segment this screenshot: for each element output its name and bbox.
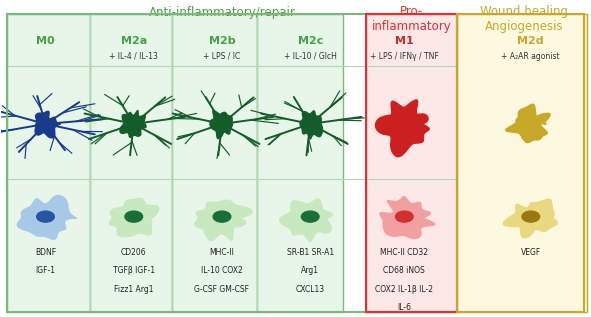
FancyBboxPatch shape xyxy=(90,14,172,313)
Text: CD206: CD206 xyxy=(121,248,147,257)
Text: + LPS / IFNγ / TNF: + LPS / IFNγ / TNF xyxy=(370,52,439,61)
Text: BDNF: BDNF xyxy=(35,248,56,257)
Text: Wound healing
Angiogenesis: Wound healing Angiogenesis xyxy=(480,4,568,33)
Polygon shape xyxy=(505,104,550,143)
Text: Anti-inflammatory/repair: Anti-inflammatory/repair xyxy=(148,6,296,19)
Text: M1: M1 xyxy=(395,36,414,46)
Polygon shape xyxy=(375,100,429,157)
Polygon shape xyxy=(17,196,76,239)
Polygon shape xyxy=(280,199,333,241)
Ellipse shape xyxy=(213,211,231,222)
Ellipse shape xyxy=(301,211,319,222)
Text: M2a: M2a xyxy=(121,36,147,46)
FancyBboxPatch shape xyxy=(7,14,90,313)
Text: M2c: M2c xyxy=(297,36,323,46)
Ellipse shape xyxy=(37,211,54,222)
Text: G-CSF GM-CSF: G-CSF GM-CSF xyxy=(194,284,249,294)
Polygon shape xyxy=(210,110,232,139)
Text: Fizz1 Arg1: Fizz1 Arg1 xyxy=(114,284,154,294)
Text: IL-6: IL-6 xyxy=(397,303,411,312)
Polygon shape xyxy=(504,199,557,238)
Text: IGF-1: IGF-1 xyxy=(35,266,56,275)
Text: + IL-4 / IL-13: + IL-4 / IL-13 xyxy=(109,52,158,61)
FancyBboxPatch shape xyxy=(366,14,457,313)
Polygon shape xyxy=(300,111,323,139)
Text: Pro-
inflammatory: Pro- inflammatory xyxy=(372,4,452,33)
Polygon shape xyxy=(380,197,435,238)
Text: + A₂AR agonist: + A₂AR agonist xyxy=(502,52,560,61)
FancyBboxPatch shape xyxy=(172,14,257,313)
Polygon shape xyxy=(120,111,146,137)
Text: + IL-10 / GlcH: + IL-10 / GlcH xyxy=(284,52,337,61)
Text: + LPS / IC: + LPS / IC xyxy=(203,52,241,61)
Text: IL-10 COX2: IL-10 COX2 xyxy=(201,266,243,275)
Text: CD68 iNOS: CD68 iNOS xyxy=(384,266,425,275)
Text: MHC-II CD32: MHC-II CD32 xyxy=(381,248,428,257)
FancyBboxPatch shape xyxy=(257,14,343,313)
Text: VEGF: VEGF xyxy=(521,248,541,257)
Text: M0: M0 xyxy=(36,36,55,46)
Polygon shape xyxy=(109,198,158,236)
Text: M2b: M2b xyxy=(209,36,235,46)
Text: Arg1: Arg1 xyxy=(301,266,319,275)
FancyBboxPatch shape xyxy=(457,14,587,313)
Ellipse shape xyxy=(395,211,413,222)
Ellipse shape xyxy=(125,211,142,222)
Polygon shape xyxy=(194,200,252,241)
Ellipse shape xyxy=(522,211,540,222)
Text: SR-B1 SR-A1: SR-B1 SR-A1 xyxy=(287,248,334,257)
Text: M2d: M2d xyxy=(518,36,544,46)
Text: MHC-II: MHC-II xyxy=(210,248,235,257)
Polygon shape xyxy=(35,111,60,138)
Text: COX2 IL-1β IL-2: COX2 IL-1β IL-2 xyxy=(375,284,433,294)
Text: TGFβ IGF-1: TGFβ IGF-1 xyxy=(113,266,155,275)
Text: CXCL13: CXCL13 xyxy=(296,284,325,294)
